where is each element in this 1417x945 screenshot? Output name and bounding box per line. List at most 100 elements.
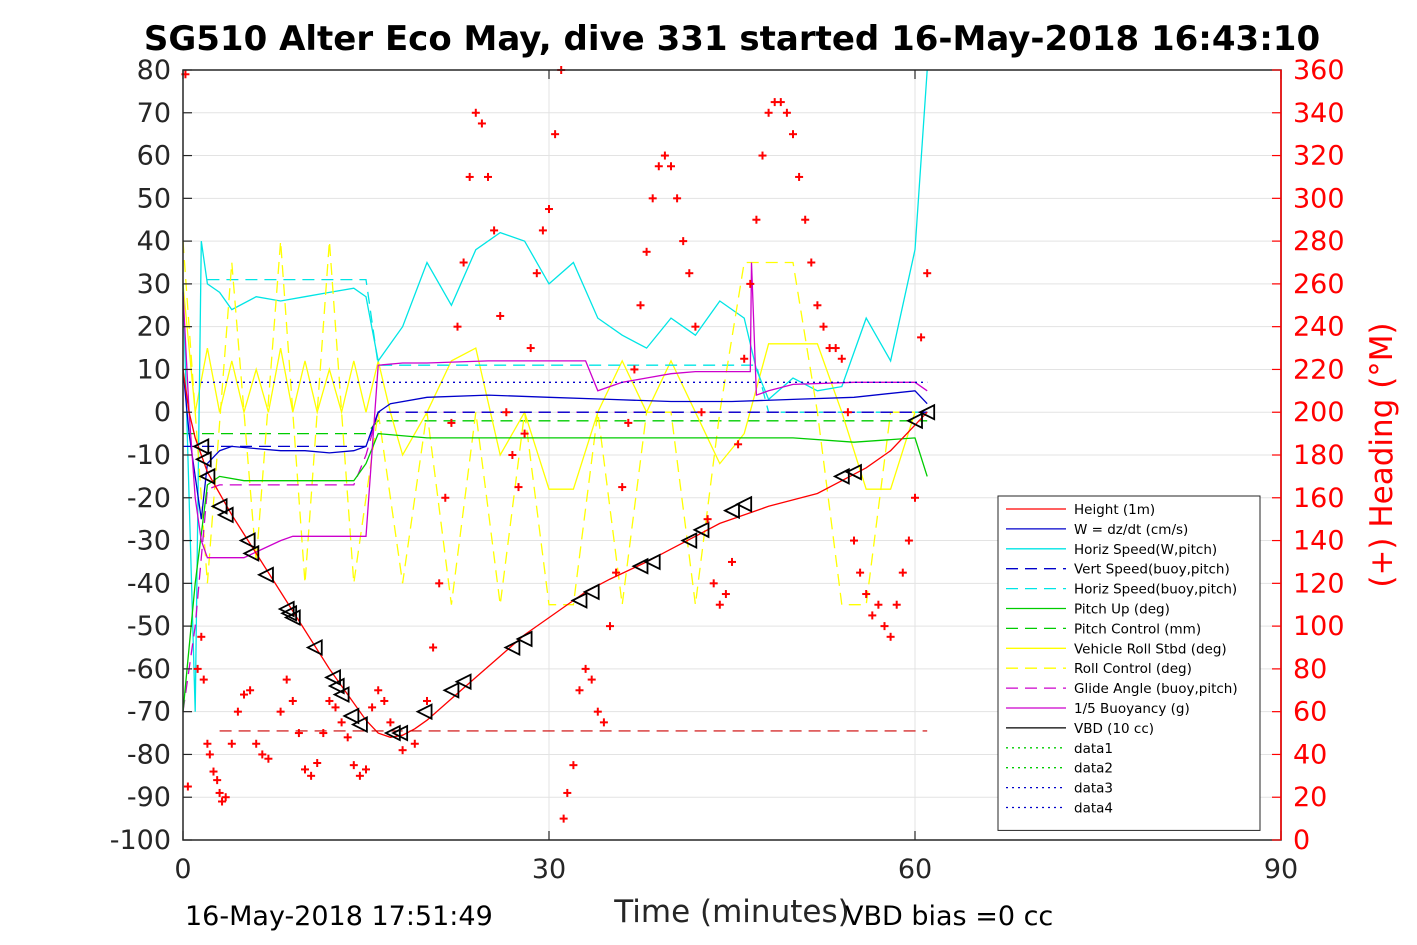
heading-point [606, 622, 614, 631]
legend-entry: Pitch Control (mm) [1006, 621, 1201, 637]
y-tick-label: -30 [127, 526, 171, 557]
heading-point [923, 269, 932, 278]
y-tick-label: -60 [127, 654, 171, 685]
heading-point [183, 782, 192, 791]
y-axis-left-ticks: 80 70 60 50 40 30 20 10 0 -10 -20 -30 -40 -50 -60 -70 -8… [110, 55, 192, 856]
legend-entry: Vert Speed(buoy,pitch) [1006, 562, 1230, 578]
heading-point [514, 483, 523, 492]
heading-point [691, 322, 700, 331]
heading-point [764, 108, 773, 117]
heading-point [575, 686, 584, 695]
y-tick-label: 30 [137, 269, 171, 300]
triangle-marker [332, 686, 350, 704]
heading-point [709, 579, 718, 588]
heading-point [343, 733, 352, 742]
y-tick-label: 50 [137, 183, 171, 214]
heading-point [218, 797, 227, 806]
heading-point [532, 269, 541, 278]
triangle-marker [735, 495, 753, 513]
heading-point [593, 707, 602, 716]
heading-point [734, 440, 743, 449]
series-line-3 [183, 411, 928, 448]
legend-label: data3 [1074, 781, 1113, 797]
legend-entry: data3 [1006, 781, 1113, 797]
heading-point [856, 568, 865, 577]
heading-point [673, 194, 682, 203]
legend-entry: Horiz Speed(W,pitch) [1006, 542, 1217, 558]
heading-point [215, 788, 224, 797]
heading-point [368, 703, 377, 712]
legend-label: Pitch Up (deg) [1074, 602, 1170, 618]
triangle-marker [415, 703, 433, 721]
triangle-marker [582, 583, 600, 601]
y-right-tick-label: 80 [1293, 654, 1327, 685]
legend-entry: Horiz Speed(buoy,pitch) [1006, 582, 1237, 598]
heading-point [551, 130, 560, 139]
legend-entry: data1 [1006, 741, 1113, 757]
triangle-marker [210, 497, 228, 515]
y-tick-label: -50 [127, 611, 171, 642]
y-tick-label: 60 [137, 141, 171, 172]
y-right-tick-label: 260 [1293, 269, 1345, 300]
y-tick-label: -100 [110, 825, 171, 856]
heading-point [264, 754, 273, 763]
heading-point [636, 301, 645, 310]
heading-point [526, 344, 535, 353]
heading-point [490, 226, 499, 235]
heading-point [227, 739, 236, 748]
y-tick-label: 10 [137, 354, 171, 385]
triangle-marker [283, 609, 301, 627]
y-tick-label: 80 [137, 55, 171, 86]
y-axis-right-ticks: 3603403203002802602402202001801601401201… [1272, 55, 1345, 856]
triangle-marker [198, 467, 216, 485]
heading-point [213, 776, 222, 785]
heading-point [874, 600, 883, 609]
triangle-marker [216, 506, 234, 524]
heading-point [789, 130, 797, 139]
heading-point [703, 515, 712, 524]
series-line-10 [182, 262, 928, 559]
legend-label: data1 [1074, 741, 1113, 757]
triangle-marker [570, 591, 588, 609]
heading-point [843, 408, 852, 417]
heading-point [758, 151, 767, 160]
triangle-marker [327, 677, 345, 695]
y-right-tick-label: 140 [1293, 526, 1345, 557]
heading-point [612, 568, 621, 577]
heading-point [380, 696, 389, 705]
heading-point [502, 408, 511, 417]
series-line-4 [207, 278, 928, 413]
triangle-marker [515, 630, 533, 648]
legend-label: Horiz Speed(buoy,pitch) [1074, 582, 1237, 598]
y-right-tick-label: 240 [1293, 312, 1345, 343]
y-right-tick-label: 0 [1293, 825, 1310, 856]
heading-point [319, 729, 328, 738]
triangle-marker [342, 707, 360, 725]
y-tick-label: 0 [154, 397, 171, 428]
heading-point [386, 718, 395, 727]
heading-point [776, 98, 785, 107]
heading-point [374, 686, 383, 695]
heading-point [362, 765, 370, 774]
x-tick-label: 60 [898, 854, 932, 885]
heading-point [337, 718, 346, 727]
heading-point [423, 696, 431, 705]
footer-vbd-bias: VBD bias =0 cc [845, 901, 1053, 932]
series-line-9 [182, 411, 928, 712]
triangle-marker [391, 724, 409, 742]
heading-point [209, 767, 218, 776]
heading-point [624, 418, 633, 427]
heading-point [496, 311, 505, 320]
triangle-marker [905, 412, 923, 430]
triangle-marker [503, 639, 521, 656]
heading-point [325, 696, 334, 705]
heading-point [508, 451, 517, 459]
heading-point [795, 172, 804, 181]
triangle-marker [350, 716, 368, 733]
legend-label: Height (1m) [1074, 502, 1155, 518]
y-right-tick-label: 120 [1293, 568, 1345, 599]
legend-entry: data2 [1006, 761, 1113, 777]
heading-point [850, 536, 858, 545]
x-tick-label: 30 [532, 854, 566, 885]
